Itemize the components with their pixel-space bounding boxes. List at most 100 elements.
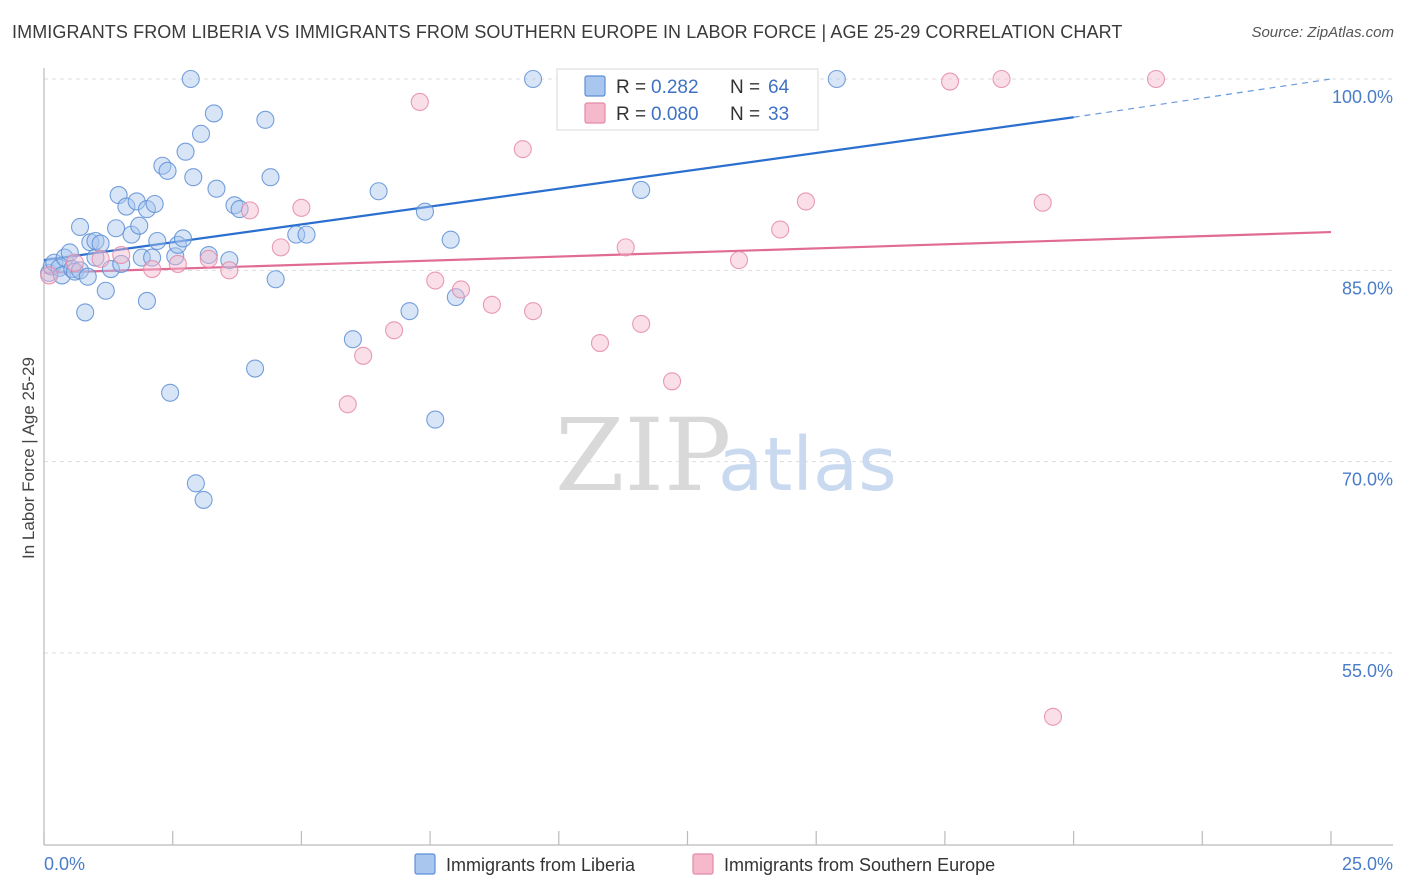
y-tick-label: 70.0% (1342, 470, 1393, 490)
y-tick-label: 55.0% (1342, 661, 1393, 681)
point-southern-europe (940, 72, 960, 91)
stats-liberia-n-label: N = (730, 77, 760, 98)
point-liberia (524, 69, 543, 89)
axes (43, 68, 1393, 846)
point-southern-europe (271, 238, 290, 257)
point-southern-europe (168, 254, 187, 274)
point-southern-europe (796, 192, 815, 211)
point-liberia (153, 156, 172, 175)
point-liberia (441, 230, 460, 249)
point-southern-europe (451, 280, 471, 299)
point-southern-europe (220, 261, 239, 280)
point-southern-europe (590, 333, 610, 353)
point-liberia (137, 291, 157, 310)
point-southern-europe (240, 201, 259, 220)
point-liberia (220, 251, 239, 270)
point-southern-europe (426, 271, 445, 290)
point-liberia (261, 168, 280, 187)
chart-title: IMMIGRANTS FROM LIBERIA VS IMMIGRANTS FR… (12, 22, 1123, 42)
point-liberia (632, 180, 651, 200)
point-liberia (186, 474, 205, 493)
point-liberia (426, 410, 445, 429)
point-liberia (158, 161, 177, 180)
point-southern-europe (524, 302, 543, 321)
point-southern-europe (632, 314, 651, 333)
point-liberia (148, 231, 167, 251)
point-southern-europe (1146, 69, 1166, 89)
point-liberia (130, 216, 149, 235)
x-tick-label: 0.0% (44, 854, 85, 874)
point-liberia (78, 267, 97, 286)
point-liberia (173, 229, 193, 248)
point-liberia (184, 168, 203, 187)
point-southern-europe (338, 395, 357, 414)
point-southern-europe (513, 140, 532, 159)
point-liberia (70, 217, 90, 237)
point-liberia (343, 330, 362, 349)
point-liberia (145, 194, 164, 214)
point-liberia (132, 248, 151, 267)
y-tick-label: 85.0% (1342, 278, 1393, 298)
point-southern-europe (143, 260, 162, 279)
point-southern-europe (771, 220, 790, 239)
point-liberia (191, 124, 211, 143)
point-liberia (76, 303, 95, 322)
point-southern-europe (482, 295, 501, 314)
point-liberia (297, 225, 316, 244)
point-liberia (207, 179, 226, 198)
grid-lines (44, 78, 1393, 654)
point-southern-europe (410, 92, 429, 112)
point-liberia (117, 197, 136, 216)
watermark-atlas: atlas (718, 422, 897, 508)
trend-line-southern-europe (43, 230, 1332, 274)
trend-line-liberia (43, 116, 1074, 262)
stats-swatch-southern-europe (584, 102, 606, 124)
watermark: ZIP atlas (555, 397, 897, 514)
point-liberia (246, 359, 265, 378)
y-tick-labels: 100.0% 85.0% 70.0% 55.0% (1332, 87, 1393, 681)
legend: Immigrants from Liberia Immigrants from … (414, 853, 995, 875)
stats-box: R = 0.282 N = 64 R = 0.080 N = 33 (556, 68, 819, 131)
point-liberia (176, 142, 195, 161)
point-southern-europe (616, 238, 635, 257)
stats-europe-n-label: N = (730, 104, 760, 125)
point-southern-europe (385, 321, 404, 340)
point-liberia (181, 69, 200, 89)
point-southern-europe (354, 346, 373, 365)
point-liberia (204, 104, 223, 123)
point-southern-europe (91, 249, 110, 268)
point-liberia (287, 225, 306, 244)
stats-europe-r-value: 0.080 (651, 104, 699, 125)
point-liberia (199, 245, 218, 265)
point-liberia (107, 219, 126, 238)
point-southern-europe (1033, 193, 1052, 212)
legend-swatch-liberia (414, 853, 436, 875)
stats-liberia-r-value: 0.282 (651, 77, 699, 98)
x-tick-labels: 0.0% 25.0% (44, 854, 1393, 874)
point-southern-europe (40, 266, 59, 285)
point-liberia (369, 182, 388, 201)
stats-liberia-n-value: 64 (768, 77, 790, 98)
trend-lines (43, 78, 1332, 274)
point-southern-europe (663, 372, 682, 391)
point-liberia (161, 383, 180, 402)
point-southern-europe (65, 253, 84, 272)
legend-label-southern-europe: Immigrants from Southern Europe (724, 855, 995, 875)
data-points (40, 69, 1166, 726)
point-liberia (96, 281, 115, 300)
point-southern-europe (1043, 707, 1063, 726)
point-liberia (86, 231, 105, 251)
point-southern-europe (729, 251, 749, 270)
point-liberia (827, 69, 846, 89)
stats-europe-n-value: 33 (768, 104, 789, 125)
point-southern-europe (992, 69, 1011, 89)
stats-europe-r-label: R = (616, 104, 646, 125)
stats-swatch-liberia (584, 75, 606, 97)
point-liberia (91, 234, 110, 253)
legend-label-liberia: Immigrants from Liberia (446, 855, 636, 875)
point-liberia (256, 110, 275, 129)
point-southern-europe (292, 198, 311, 217)
point-liberia (400, 302, 419, 321)
point-liberia (194, 490, 213, 509)
